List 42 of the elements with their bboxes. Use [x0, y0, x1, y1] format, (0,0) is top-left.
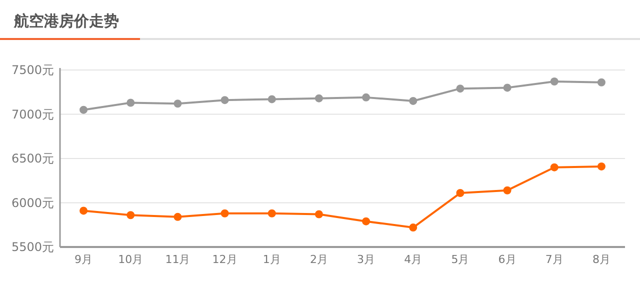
- point: [126, 98, 135, 107]
- point: [268, 209, 276, 218]
- title: 航空港房价走势: [14, 12, 119, 30]
- point: [314, 210, 323, 218]
- point: [126, 211, 135, 220]
- y-tick-label: 6500元: [11, 152, 54, 166]
- point: [220, 209, 229, 218]
- y-tick-label: 7500元: [11, 63, 54, 77]
- point: [409, 224, 418, 232]
- point: [80, 206, 88, 215]
- point: [174, 212, 182, 221]
- x-tick-label: 9月: [74, 253, 93, 266]
- point: [268, 95, 276, 104]
- point: [362, 93, 370, 102]
- point: [174, 100, 182, 108]
- point: [80, 106, 88, 114]
- y-tick-label: 7000元: [11, 107, 54, 122]
- x-tick-label: 10月: [118, 253, 144, 266]
- point: [503, 186, 512, 194]
- x-tick-label: 3月: [357, 253, 376, 266]
- y-tick-label: 6000元: [11, 196, 54, 210]
- point: [597, 162, 606, 170]
- x-tick-label: 2月: [310, 253, 328, 266]
- point: [550, 78, 558, 86]
- point: [220, 96, 229, 104]
- point: [550, 163, 558, 172]
- x-tick-label: 4月: [404, 253, 422, 266]
- point: [409, 96, 418, 105]
- x-tick-label: 7月: [545, 253, 564, 266]
- point: [456, 84, 464, 93]
- point: [314, 94, 323, 102]
- x-tick-label: 1月: [262, 253, 281, 266]
- x-tick-label: 5月: [451, 253, 470, 266]
- x-tick-label: 12月: [212, 253, 238, 266]
- x-tick-label: 6月: [498, 253, 516, 266]
- x-tick-label: 11月: [165, 253, 190, 266]
- y-tick-label: 5500元: [11, 240, 54, 254]
- point: [597, 78, 606, 86]
- point: [456, 189, 464, 198]
- x-tick-label: 8月: [592, 253, 610, 266]
- point: [362, 217, 370, 226]
- point: [503, 84, 512, 92]
